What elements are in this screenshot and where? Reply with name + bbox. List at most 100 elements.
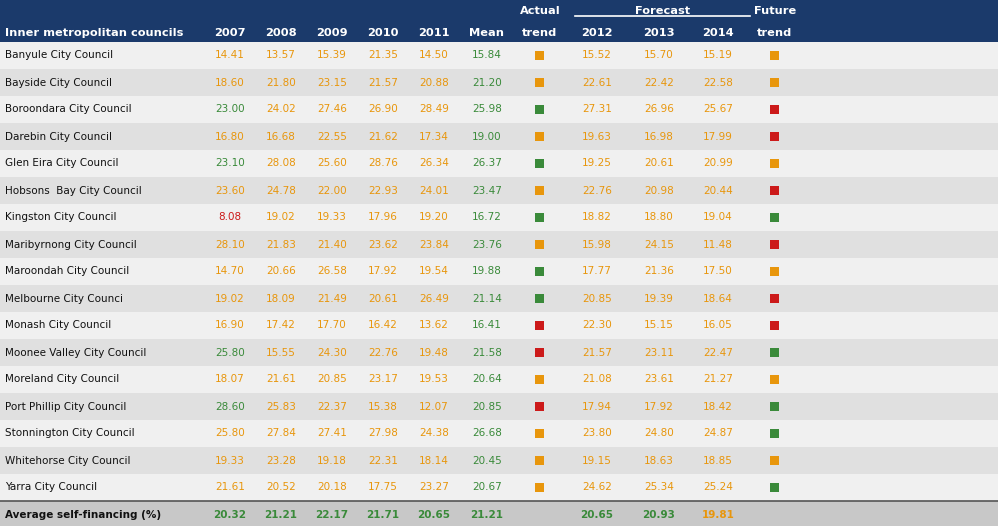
Text: 19.02: 19.02 [216,294,245,304]
Text: 25.83: 25.83 [266,401,296,411]
Text: 28.08: 28.08 [266,158,295,168]
Text: 18.64: 18.64 [703,294,733,304]
Text: 13.57: 13.57 [266,50,296,60]
Text: Glen Eira City Council: Glen Eira City Council [5,158,119,168]
Text: 2013: 2013 [643,28,675,38]
Bar [0,123,998,150]
Text: 8.08: 8.08 [219,213,242,222]
Text: 19.48: 19.48 [419,348,449,358]
Bar [536,159,545,168]
Text: 20.45: 20.45 [472,456,502,466]
Text: 17.96: 17.96 [368,213,398,222]
Text: Melbourne City Counci: Melbourne City Counci [5,294,123,304]
Bar [536,375,545,384]
Text: 15.39: 15.39 [317,50,347,60]
Text: 15.19: 15.19 [703,50,733,60]
Text: 20.61: 20.61 [368,294,398,304]
Bar [770,159,779,168]
Text: 2008: 2008 [265,28,296,38]
Text: 19.54: 19.54 [419,267,449,277]
Text: 17.94: 17.94 [582,401,612,411]
Text: 15.52: 15.52 [582,50,612,60]
Text: 18.60: 18.60 [216,77,245,87]
Text: 15.55: 15.55 [266,348,296,358]
Text: 22.47: 22.47 [703,348,733,358]
Text: 17.42: 17.42 [266,320,296,330]
Bar [0,339,998,366]
Bar [536,429,545,438]
Bar [770,456,779,465]
Bar [770,483,779,492]
Bar [770,132,779,141]
Bar [536,402,545,411]
Bar [536,267,545,276]
Text: 28.49: 28.49 [419,105,449,115]
Text: 20.18: 20.18 [317,482,347,492]
Text: 19.33: 19.33 [215,456,245,466]
Bar [536,240,545,249]
Text: 28.60: 28.60 [216,401,245,411]
Text: 19.04: 19.04 [704,213,733,222]
Text: 22.17: 22.17 [315,510,348,520]
Text: 2010: 2010 [367,28,399,38]
Text: 18.42: 18.42 [703,401,733,411]
Bar [0,258,998,285]
Text: 26.34: 26.34 [419,158,449,168]
Text: 27.84: 27.84 [266,429,296,439]
Text: 17.99: 17.99 [703,132,733,141]
Text: 21.58: 21.58 [472,348,502,358]
Text: 15.70: 15.70 [644,50,674,60]
Text: 15.98: 15.98 [582,239,612,249]
Text: 22.93: 22.93 [368,186,398,196]
Text: 23.28: 23.28 [266,456,296,466]
Bar [0,366,998,393]
Text: 16.98: 16.98 [644,132,674,141]
Bar [770,348,779,357]
Bar [0,285,998,312]
Text: 22.31: 22.31 [368,456,398,466]
Text: 23.61: 23.61 [644,375,674,385]
Text: 21.80: 21.80 [266,77,295,87]
Text: 13.62: 13.62 [419,320,449,330]
Text: 17.92: 17.92 [644,401,674,411]
Bar [536,456,545,465]
Bar [0,312,998,339]
Text: 23.84: 23.84 [419,239,449,249]
Bar [536,105,545,114]
Text: Stonnington City Council: Stonnington City Council [5,429,135,439]
Text: 19.15: 19.15 [582,456,612,466]
Text: 25.60: 25.60 [317,158,347,168]
Text: 18.07: 18.07 [216,375,245,385]
Text: 14.70: 14.70 [216,267,245,277]
Text: 2011: 2011 [418,28,450,38]
Text: 21.08: 21.08 [582,375,612,385]
Bar [770,51,779,60]
Text: Inner metropolitan councils: Inner metropolitan councils [5,28,184,38]
Text: Port Phillip City Council: Port Phillip City Council [5,401,127,411]
Text: 27.46: 27.46 [317,105,347,115]
Text: Hobsons  Bay City Council: Hobsons Bay City Council [5,186,142,196]
Text: 28.76: 28.76 [368,158,398,168]
Text: Average self-financing (%): Average self-financing (%) [5,510,161,520]
Bar [536,348,545,357]
Text: 24.78: 24.78 [266,186,296,196]
Text: 19.81: 19.81 [702,510,735,520]
Text: 20.93: 20.93 [643,510,676,520]
Text: 24.02: 24.02 [266,105,295,115]
Text: 15.38: 15.38 [368,401,398,411]
Text: Darebin City Council: Darebin City Council [5,132,112,141]
Text: 15.84: 15.84 [472,50,502,60]
Text: 19.25: 19.25 [582,158,612,168]
Text: 17.70: 17.70 [317,320,347,330]
Text: 25.80: 25.80 [216,429,245,439]
Text: 23.27: 23.27 [419,482,449,492]
Text: 20.67: 20.67 [472,482,502,492]
Text: 24.87: 24.87 [703,429,733,439]
Text: 17.34: 17.34 [419,132,449,141]
Text: 16.68: 16.68 [266,132,296,141]
Text: 19.20: 19.20 [419,213,449,222]
Text: 20.88: 20.88 [419,77,449,87]
Text: 19.18: 19.18 [317,456,347,466]
Text: 20.44: 20.44 [704,186,733,196]
Text: Future: Future [753,6,796,16]
